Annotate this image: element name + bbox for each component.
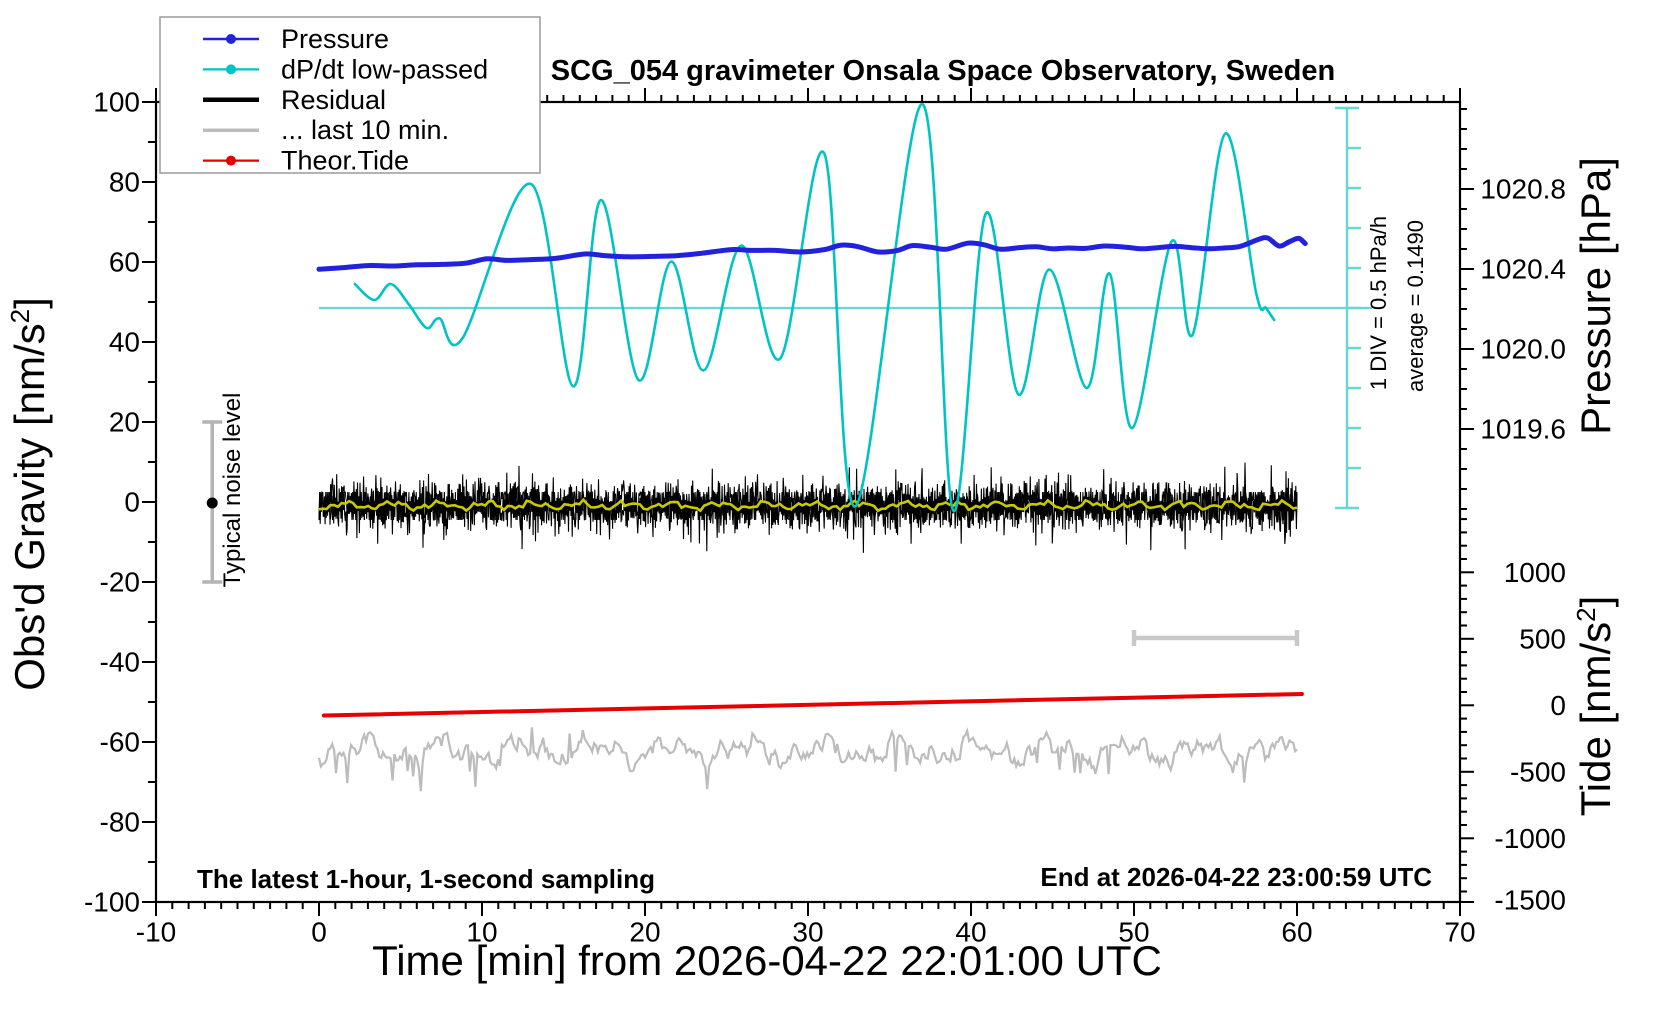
ten-min-scale-bar [1131, 630, 1300, 646]
x-tick-label: 70 [1444, 917, 1475, 948]
x-tick-label: 0 [311, 917, 327, 948]
tide-tick-label: -1500 [1494, 885, 1566, 916]
gravity-tick-label: -80 [100, 807, 140, 838]
legend-item-theor-tide: Theor.Tide [203, 146, 409, 176]
x-axis-title: Time [min] from 2026-04-22 22:01:00 UTC [372, 937, 1162, 984]
x-tick-label: 60 [1281, 917, 1312, 948]
legend-item-label: dP/dt low-passed [281, 54, 488, 84]
gravity-tick-label: -40 [100, 647, 140, 678]
tide-tick-label: -500 [1510, 756, 1566, 787]
legend-item-label: Pressure [281, 24, 389, 54]
pressure-tick-label: 1020.4 [1480, 254, 1566, 285]
residual-series [318, 462, 1298, 553]
gravity-tick-label: 20 [109, 407, 140, 438]
x-tick-label: -10 [136, 917, 176, 948]
gravity-tick-label: 0 [124, 487, 140, 518]
pressure-series [316, 235, 1308, 272]
legend-item-dp-dt-low-passed: dP/dt low-passed [203, 54, 488, 84]
pressure-tick-label: 1019.6 [1480, 414, 1566, 445]
legend-box [159, 16, 541, 174]
legend-item--last-10-min-: ... last 10 min. [203, 115, 449, 145]
pressure-tick-label: 1020.8 [1480, 174, 1566, 205]
gravity-tick-label: 40 [109, 327, 140, 358]
gravity-tick-label: -100 [84, 887, 140, 918]
last10min-series [317, 727, 1298, 792]
gravity-axis-title: Obs'd Gravity [nm/s2] [5, 297, 53, 691]
average-label: average = 0.1490 [1403, 220, 1428, 392]
theor-tide-series [321, 692, 1304, 718]
legend-item-label: Residual [281, 85, 386, 115]
div-scale-label: 1 DIV = 0.5 hPa/h [1366, 216, 1391, 390]
dpdt-scale-ruler [1335, 106, 1361, 510]
annotation-sampling: The latest 1-hour, 1-second sampling [197, 864, 655, 894]
pressure-axis-title: Pressure [hPa] [1572, 157, 1619, 435]
legend-item-label: Theor.Tide [281, 146, 409, 176]
gravity-tick-label: 60 [109, 247, 140, 278]
pressure-tick-label: 1020.0 [1480, 334, 1566, 365]
x-tick-label: 20 [629, 917, 660, 948]
legend-dot-sample [226, 64, 236, 75]
noise-level-label: Typical noise level [219, 393, 246, 588]
tide-tick-label: 500 [1519, 623, 1566, 654]
x-tick-label: 50 [1118, 917, 1149, 948]
gravity-tick-label: 80 [109, 167, 140, 198]
legend-dot-sample [226, 34, 236, 44]
tide-tick-label: -1000 [1494, 823, 1566, 854]
legend-item-residual: Residual [203, 85, 386, 115]
gravity-tick-label: 100 [93, 87, 140, 118]
tide-axis-title: Tide [nm/s2] [1571, 596, 1619, 817]
annotation-end-time: End at 2026-04-22 23:00:59 UTC [1040, 862, 1432, 892]
noise-level-dot [206, 497, 218, 509]
x-tick-label: 30 [792, 917, 823, 948]
gravity-tick-label: -20 [100, 567, 140, 598]
gravity-tick-label: -60 [100, 727, 140, 758]
axes-layer: -10 0 10 20 30 40 50 60 70100806040200-20-40-60-… [84, 87, 1566, 948]
dpdt-series [353, 102, 1276, 513]
x-tick-label: 10 [466, 917, 497, 948]
series-layer [202, 102, 1372, 792]
tide-tick-label: 0 [1550, 690, 1566, 721]
tide-tick-label: 1000 [1504, 557, 1566, 588]
x-tick-label: 40 [955, 917, 986, 948]
chart-title: SCG_054 gravimeter Onsala Space Observat… [551, 55, 1335, 87]
legend-item-label: ... last 10 min. [281, 115, 449, 145]
legend-item-pressure: Pressure [203, 24, 389, 54]
legend-dot-sample [226, 155, 236, 166]
residual-smoothed-series [318, 497, 1298, 513]
